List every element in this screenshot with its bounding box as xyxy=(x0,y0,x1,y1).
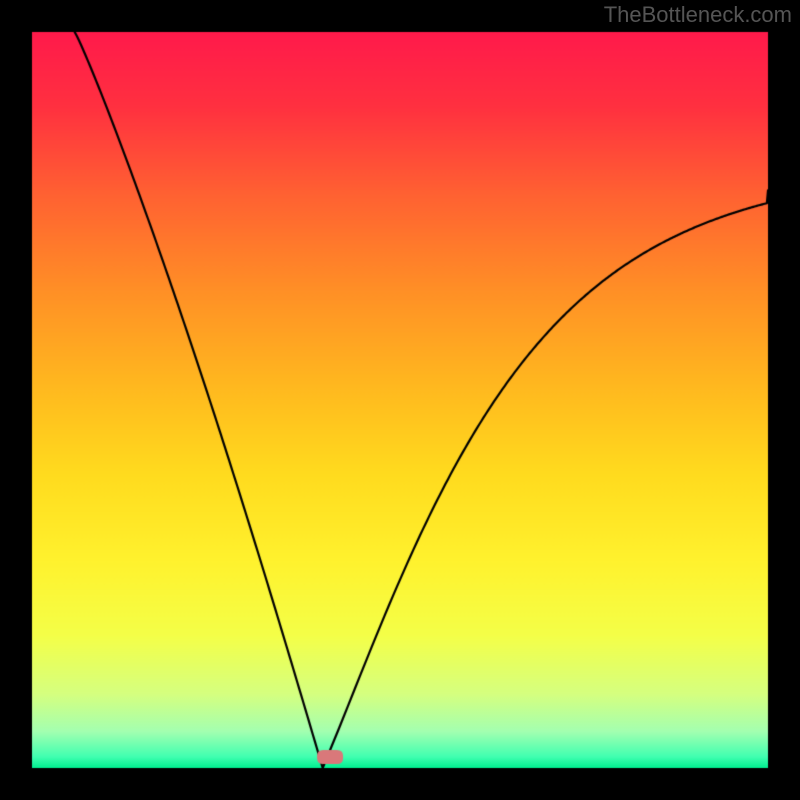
bottleneck-plot-canvas xyxy=(0,0,800,800)
figure-container: TheBottleneck.com xyxy=(0,0,800,800)
watermark-text: TheBottleneck.com xyxy=(604,2,792,28)
